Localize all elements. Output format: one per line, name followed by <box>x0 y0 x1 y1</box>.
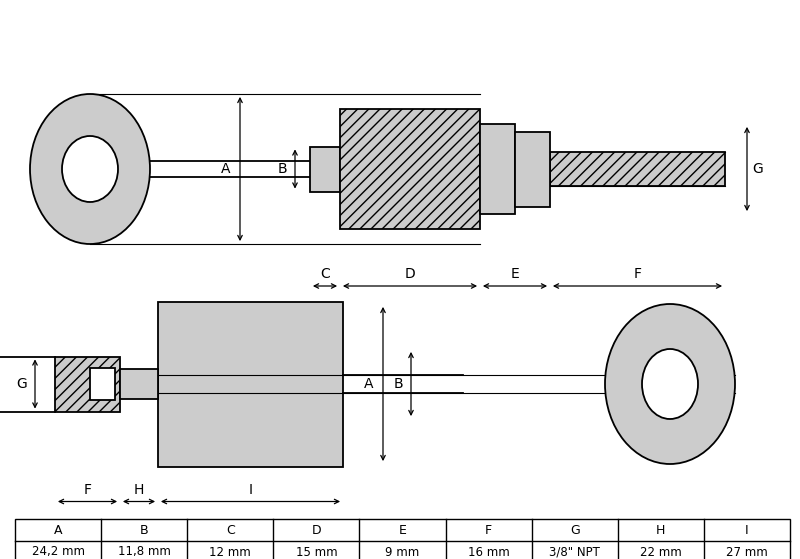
Bar <box>310 146 340 192</box>
Text: H: H <box>134 482 144 496</box>
Text: C: C <box>226 523 234 537</box>
Text: G: G <box>752 162 762 176</box>
Text: E: E <box>510 267 519 281</box>
Text: I: I <box>745 523 749 537</box>
Text: A: A <box>363 377 373 391</box>
Text: 24,2 mm: 24,2 mm <box>31 546 85 558</box>
Bar <box>90 368 115 400</box>
Text: B: B <box>278 162 287 176</box>
Ellipse shape <box>30 94 150 244</box>
Text: D: D <box>311 523 322 537</box>
Text: 12 mm: 12 mm <box>210 546 251 558</box>
Text: H: H <box>656 523 666 537</box>
Text: D: D <box>405 267 415 281</box>
Text: B: B <box>394 377 403 391</box>
Text: F: F <box>485 523 492 537</box>
Text: G: G <box>570 523 579 537</box>
Text: 27 mm: 27 mm <box>726 546 768 558</box>
Bar <box>120 369 158 399</box>
Text: 3/8" NPT: 3/8" NPT <box>550 546 600 558</box>
Text: F: F <box>83 482 91 496</box>
Bar <box>515 131 550 206</box>
Text: C: C <box>320 267 330 281</box>
Bar <box>15 519 790 559</box>
Bar <box>340 109 480 229</box>
Text: 22 mm: 22 mm <box>640 546 682 558</box>
Text: I: I <box>249 482 253 496</box>
Text: 11,8 mm: 11,8 mm <box>118 546 170 558</box>
Text: 15 mm: 15 mm <box>295 546 338 558</box>
Text: 9 mm: 9 mm <box>386 546 420 558</box>
Text: F: F <box>634 267 642 281</box>
Text: E: E <box>398 523 406 537</box>
Text: A: A <box>54 523 62 537</box>
Bar <box>55 357 120 411</box>
Ellipse shape <box>642 349 698 419</box>
Text: G: G <box>16 377 27 391</box>
Bar <box>158 301 343 467</box>
Text: 16 mm: 16 mm <box>468 546 510 558</box>
Ellipse shape <box>605 304 735 464</box>
Text: A: A <box>221 162 230 176</box>
Ellipse shape <box>62 136 118 202</box>
Text: B: B <box>140 523 149 537</box>
Bar <box>480 124 515 214</box>
Bar <box>550 152 725 186</box>
